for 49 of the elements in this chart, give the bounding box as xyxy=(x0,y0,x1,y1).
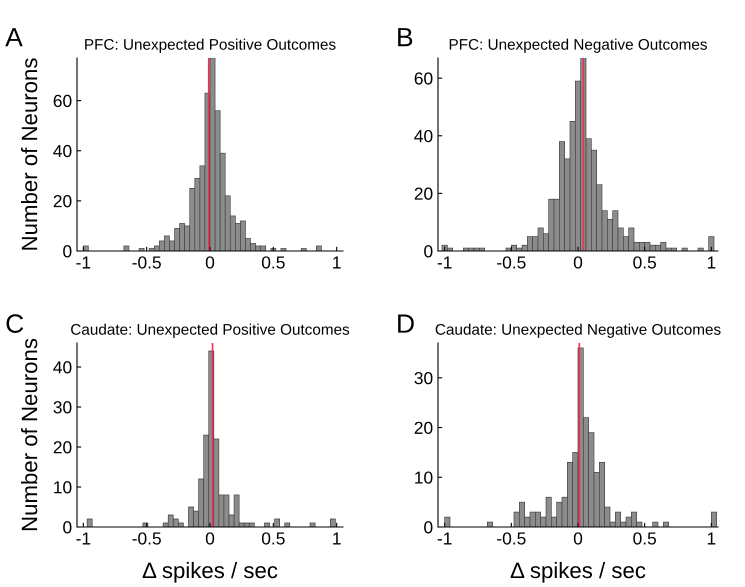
x-tick-label: -0.5 xyxy=(497,256,526,269)
y-tick-label: 40 xyxy=(414,130,432,142)
x-tick-label: -1 xyxy=(438,256,452,268)
y-tick-label: 60 xyxy=(54,94,72,108)
x-tick-label: 0.5 xyxy=(262,256,285,269)
y-tick-label: 10 xyxy=(415,471,432,484)
x-tick-label: 1 xyxy=(333,532,341,544)
y-tick-label: 20 xyxy=(54,441,72,454)
x-tick-label: 1 xyxy=(708,256,716,268)
text: D xyxy=(398,314,414,333)
chart-title: PFC: Unexpected Negative Outcomes xyxy=(450,38,707,53)
x-tick-label: -0.5 xyxy=(132,256,161,269)
y-tick-label: 30 xyxy=(414,372,432,384)
y-tick-label: 20 xyxy=(54,195,72,208)
x-tick-label: -0.5 xyxy=(497,532,526,545)
text: B xyxy=(398,28,412,46)
x-tick-label: -1 xyxy=(438,532,452,544)
x-axis-title: Δ spikes / sec xyxy=(142,562,278,583)
y-tick-label: 20 xyxy=(414,422,432,434)
text: A xyxy=(5,28,23,46)
y-tick-label: 0 xyxy=(424,521,432,534)
x-tick-label: 0 xyxy=(574,532,582,545)
x-tick-label: 0 xyxy=(574,256,582,269)
y-tick-label: 0 xyxy=(424,245,432,258)
y-tick-label: 40 xyxy=(53,361,72,374)
text: C xyxy=(6,314,24,333)
y-axis-title: Number of Neurons xyxy=(21,58,38,250)
x-tick-label: 0.5 xyxy=(262,532,285,545)
y-tick-label: 0 xyxy=(63,521,72,534)
y-tick-label: 10 xyxy=(54,481,72,494)
x-tick-label: -1 xyxy=(76,256,90,268)
x-tick-label: 0 xyxy=(206,532,214,545)
chart-title: PFC: Unexpected Positive Outcomes xyxy=(85,38,336,53)
y-tick-label: 20 xyxy=(414,188,432,200)
x-axis-title: Δ spikes / sec xyxy=(510,562,646,583)
y-tick-label: 30 xyxy=(53,401,72,414)
y-tick-label: 0 xyxy=(63,245,72,258)
x-tick-label: -1 xyxy=(76,532,90,544)
chart-title: Caudate: Unexpected Positive Outcomes xyxy=(71,324,350,338)
y-tick-label: 40 xyxy=(53,144,72,158)
chart-title: Caudate: Unexpected Negative Outcomes xyxy=(436,324,721,338)
x-tick-label: 1 xyxy=(333,256,341,268)
x-tick-label: -0.5 xyxy=(132,532,161,545)
x-tick-label: 0.5 xyxy=(633,256,656,269)
y-axis-title: Number of Neurons xyxy=(21,338,38,530)
x-tick-label: 0 xyxy=(206,256,214,269)
x-tick-label: 0.5 xyxy=(633,532,656,545)
x-tick-label: 1 xyxy=(708,532,716,544)
y-tick-label: 60 xyxy=(414,72,432,85)
